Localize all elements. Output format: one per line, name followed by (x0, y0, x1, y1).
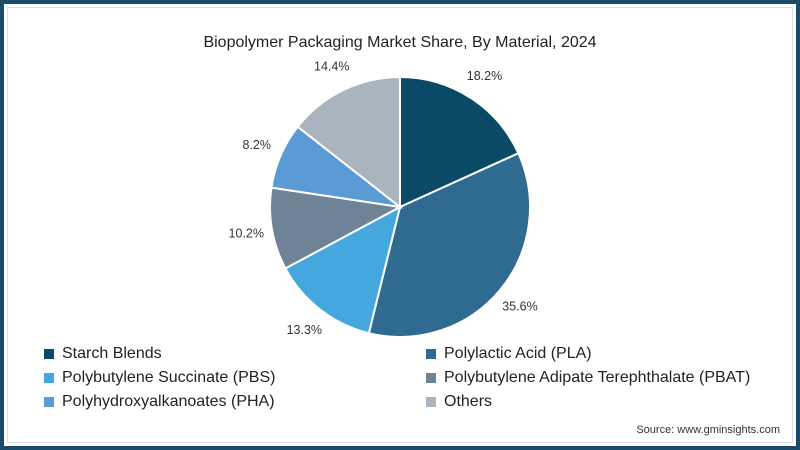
legend-swatch-icon (426, 349, 436, 359)
legend-label: Polybutylene Succinate (PBS) (62, 369, 276, 386)
slice-pbat (269, 186, 404, 270)
legend-swatch-icon (426, 373, 436, 383)
slice-others (296, 75, 401, 210)
chart-title: Biopolymer Packaging Market Share, By Ma… (203, 34, 597, 51)
legend-label: Polyhydroxyalkanoates (PHA) (62, 393, 275, 410)
chart-inner-border (7, 7, 793, 443)
legend-item-others: Others (426, 393, 492, 411)
legend-item-starch-blends: Starch Blends (44, 345, 162, 363)
pie-slices (269, 75, 531, 338)
legend-item-pla: Polylactic Acid (PLA) (426, 345, 592, 363)
slice-label: 10.2% (229, 227, 264, 241)
slice-starch-blends (399, 75, 520, 209)
slice-pbs (284, 205, 402, 335)
legend-swatch-icon (44, 397, 54, 407)
slice-label: 18.2% (467, 69, 502, 83)
slice-label: 8.2% (243, 138, 272, 152)
slice-label: 14.4% (314, 60, 349, 74)
pie-labels: 18.2% 35.6% 13.3% 10.2% 8.2% 14.4% (229, 60, 538, 337)
legend-label: Polylactic Acid (PLA) (444, 345, 592, 362)
legend-label: Polybutylene Adipate Terephthalate (PBAT… (444, 369, 751, 386)
slice-label: 35.6% (502, 300, 537, 314)
legend-label: Starch Blends (62, 345, 162, 362)
legend-item-pbs: Polybutylene Succinate (PBS) (44, 369, 275, 387)
legend-item-pha: Polyhydroxyalkanoates (PHA) (44, 393, 275, 411)
source-note: Source: www.gminsights.com (636, 424, 780, 436)
legend-swatch-icon (426, 397, 436, 407)
legend-item-pbat: Polybutylene Adipate Terephthalate (PBAT… (426, 369, 750, 387)
legend-swatch-icon (44, 373, 54, 383)
slice-pla (367, 151, 531, 338)
legend-label: Others (444, 393, 493, 410)
legend-swatch-icon (44, 349, 54, 359)
slice-label: 13.3% (287, 323, 322, 337)
